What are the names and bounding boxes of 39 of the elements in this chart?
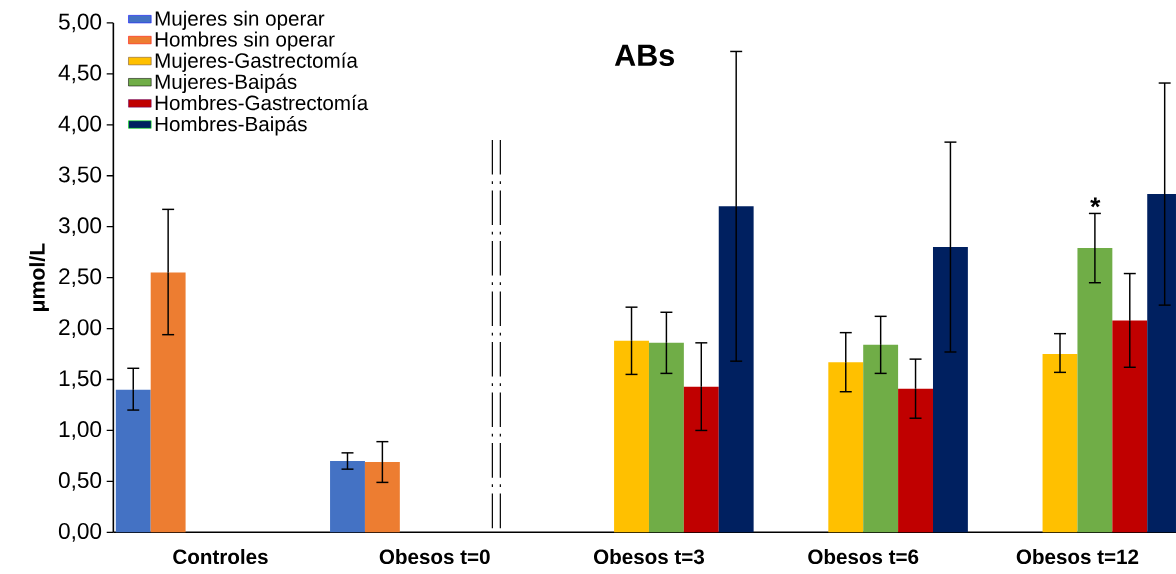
legend-label: Hombres-Gastrectomía	[155, 94, 369, 111]
y-tick-label: 0,50	[58, 471, 102, 491]
bar	[683, 386, 719, 533]
bar	[718, 206, 754, 533]
legend-label: Mujeres-Baipás	[155, 73, 297, 93]
bar	[150, 272, 186, 533]
y-tick-label: 3,50	[58, 166, 102, 185]
y-tick-label: 5,00	[58, 13, 102, 33]
bar	[1077, 247, 1113, 533]
y-tick-label: 3,00	[58, 217, 102, 236]
x-tick-label: Obesos t=12	[1016, 548, 1139, 565]
x-tick-label: Obesos t=3	[594, 548, 705, 565]
annotation: *	[1090, 197, 1101, 208]
y-tick-label: 4,50	[58, 64, 102, 84]
legend-label: Mujeres sin operar	[155, 10, 325, 30]
bar	[932, 246, 968, 533]
y-tick-label: 0,00	[58, 522, 102, 542]
legend-label: Hombres sin operar	[155, 31, 335, 51]
x-tick-label: Obesos t=6	[808, 548, 919, 565]
y-axis-title: μmol/L	[29, 243, 49, 311]
bar	[364, 461, 400, 533]
y-tick-label: 1,00	[59, 421, 102, 440]
legend-label: Mujeres-Gastrectomía	[155, 52, 358, 72]
x-tick-label: Controles	[173, 548, 268, 565]
text: ABs	[614, 44, 674, 66]
bar	[1042, 353, 1078, 533]
y-tick-label: 2,00	[59, 319, 102, 338]
x-tick-label: Obesos t=0	[379, 548, 490, 565]
bar	[898, 388, 933, 533]
y-tick-label: 2,50	[59, 268, 102, 287]
y-tick-label: 4,00	[58, 115, 102, 135]
bar	[614, 340, 649, 533]
y-tick-label: 1,50	[59, 370, 102, 389]
legend-label: Hombres-Baipás	[155, 115, 307, 136]
bar	[648, 342, 684, 533]
bar	[330, 460, 365, 533]
bar	[863, 344, 899, 533]
bar	[828, 362, 864, 533]
bar	[115, 389, 151, 533]
